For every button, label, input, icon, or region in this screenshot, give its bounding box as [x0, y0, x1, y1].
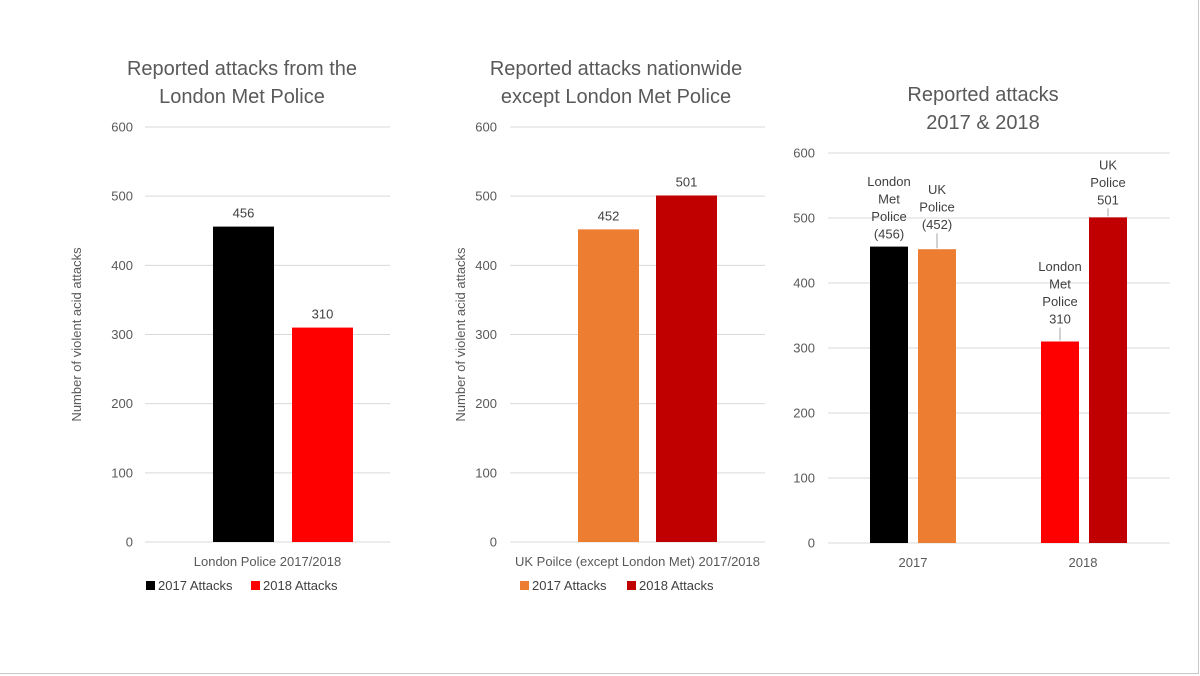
chart3-y-tick-label: 500 — [793, 211, 815, 226]
chart3-data-label: London — [867, 174, 910, 189]
chart1-legend-label: 2017 Attacks — [158, 578, 233, 593]
chart1-y-tick-label: 600 — [111, 120, 133, 135]
chart2-y-tick-label: 200 — [475, 396, 497, 411]
chart1-y-tick-label: 500 — [111, 189, 133, 204]
chart3-data-label: UK — [928, 182, 946, 197]
chart1-legend-swatch — [251, 581, 260, 590]
chart2-data-label: 452 — [598, 208, 620, 223]
chart3-data-label: (456) — [874, 227, 904, 242]
chart3-data-label: 310 — [1049, 312, 1071, 327]
chart2-legend-swatch — [627, 581, 636, 590]
chart3-y-tick-label: 400 — [793, 276, 815, 291]
chart3-y-tick-label: 600 — [793, 146, 815, 161]
chart3-bar — [918, 249, 956, 543]
chart1-title-line: Reported attacks from the — [127, 58, 357, 80]
chart1-data-label: 310 — [312, 307, 334, 322]
chart1-y-tick-label: 400 — [111, 258, 133, 273]
chart3-bar — [870, 246, 908, 543]
chart2-bar — [578, 229, 639, 542]
chart3-bar — [1089, 217, 1127, 543]
chart1-y-tick-label: 0 — [126, 535, 133, 550]
chart1-bar — [292, 327, 353, 542]
chart3-data-label: 501 — [1097, 192, 1119, 207]
chart1-y-tick-label: 300 — [111, 327, 133, 342]
chart3-data-label: Police — [1090, 175, 1125, 190]
chart2-legend-label: 2017 Attacks — [532, 578, 607, 593]
chart2-y-tick-label: 0 — [490, 535, 497, 550]
chart3-title-line: Reported attacks — [907, 84, 1058, 106]
chart3-x-category-label: 2017 — [899, 555, 928, 570]
chart3-data-label: Met — [878, 192, 900, 207]
chart3-y-tick-label: 100 — [793, 471, 815, 486]
chart2-y-tick-label: 300 — [475, 327, 497, 342]
chart2-y-tick-label: 500 — [475, 189, 497, 204]
chart1-y-tick-label: 100 — [111, 465, 133, 480]
chart1-legend-label: 2018 Attacks — [263, 578, 338, 593]
chart2-y-axis-label: Number of violent acid attacks — [453, 247, 468, 422]
chart3-x-category-label: 2018 — [1069, 555, 1098, 570]
chart2-x-category-label: UK Poilce (except London Met) 2017/2018 — [515, 554, 760, 569]
chart1-legend-swatch — [146, 581, 155, 590]
chart3-data-label: Met — [1049, 277, 1071, 292]
chart3-data-label: (452) — [922, 217, 952, 232]
chart3-y-tick-label: 0 — [808, 536, 815, 551]
chart1-title-line: London Met Police — [159, 86, 325, 108]
chart2-legend-swatch — [520, 581, 529, 590]
chart1-bar — [213, 226, 274, 542]
chart2-y-tick-label: 100 — [475, 465, 497, 480]
chart3-y-tick-label: 300 — [793, 341, 815, 356]
chart2-legend-label: 2018 Attacks — [639, 578, 714, 593]
chart2-title-line: Reported attacks nationwide — [490, 58, 742, 80]
chart3-data-label: UK — [1099, 157, 1117, 172]
chart3-data-label: Police — [871, 209, 906, 224]
chart3-data-label: London — [1038, 259, 1081, 274]
chart2-y-tick-label: 400 — [475, 258, 497, 273]
chart3-y-tick-label: 200 — [793, 406, 815, 421]
chart3-data-label: Police — [919, 200, 954, 215]
chart2-title-line: except London Met Police — [501, 86, 731, 108]
chart3-bar — [1041, 341, 1079, 543]
chart1-y-axis-label: Number of violent acid attacks — [69, 247, 84, 422]
chart1-x-category-label: London Police 2017/2018 — [194, 554, 341, 569]
chart2-y-tick-label: 600 — [475, 120, 497, 135]
chart1-data-label: 456 — [233, 206, 255, 221]
chart3-data-label: Police — [1042, 294, 1077, 309]
chart2-bar — [656, 195, 717, 542]
chart3-title-line: 2017 & 2018 — [926, 112, 1039, 134]
chart1-y-tick-label: 200 — [111, 396, 133, 411]
chart2-data-label: 501 — [676, 174, 698, 189]
